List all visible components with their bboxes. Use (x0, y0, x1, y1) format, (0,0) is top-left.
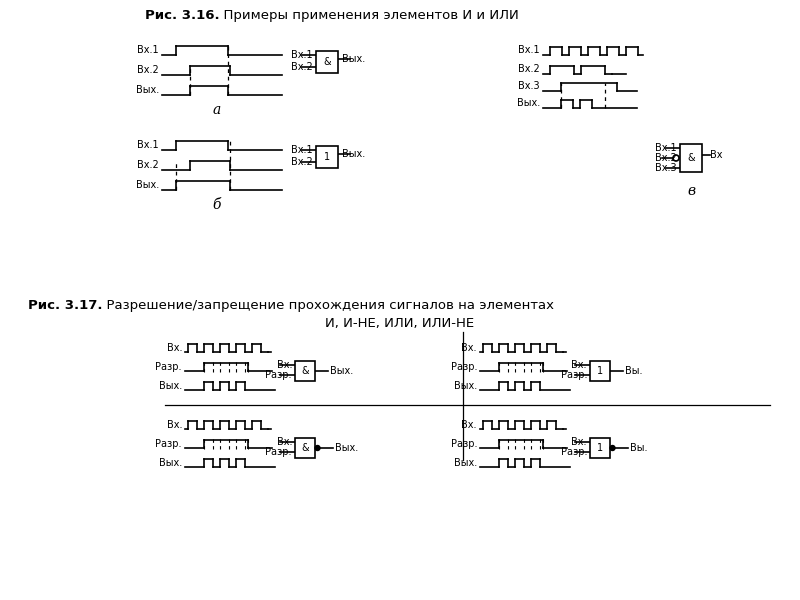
Text: Разр.: Разр. (155, 439, 182, 449)
Circle shape (315, 445, 320, 451)
Bar (590, 438, 610, 458)
Bar (590, 361, 610, 381)
Text: Вх.: Вх. (166, 343, 182, 353)
Text: Вх.1: Вх.1 (291, 145, 313, 155)
Text: Вх.2: Вх.2 (655, 153, 677, 163)
Bar (295, 438, 315, 458)
Text: Вх.: Вх. (571, 360, 587, 370)
Text: Разр.: Разр. (450, 362, 477, 372)
Text: &: & (323, 57, 331, 67)
Text: Вх.2: Вх.2 (518, 64, 540, 74)
Bar (295, 361, 315, 381)
Text: Рис. 3.16.: Рис. 3.16. (145, 9, 220, 22)
Text: Вх.1: Вх.1 (138, 140, 159, 150)
Text: Вых.: Вых. (517, 98, 540, 108)
Text: Разр.: Разр. (266, 447, 292, 457)
Text: Вых.: Вых. (136, 180, 159, 190)
Text: Вх.2: Вх.2 (291, 62, 313, 72)
Text: Вх.1: Вх.1 (138, 45, 159, 55)
Text: Вх.1: Вх.1 (291, 50, 313, 60)
Bar (680, 144, 702, 172)
Text: Вых.: Вых. (158, 381, 182, 391)
Text: Вых.: Вых. (330, 366, 354, 376)
Text: Вых.: Вых. (136, 85, 159, 95)
Text: 1: 1 (597, 366, 603, 376)
Text: 1: 1 (324, 152, 330, 162)
Text: а: а (213, 103, 221, 117)
Text: Вх.: Вх. (166, 420, 182, 430)
Text: Вх.3: Вх.3 (518, 81, 540, 91)
Text: Вх.1: Вх.1 (655, 143, 677, 153)
Text: Вх.: Вх. (571, 437, 587, 447)
Text: Вх.: Вх. (277, 360, 292, 370)
Text: Вых.: Вых. (342, 54, 366, 64)
Bar (316, 51, 338, 73)
Text: Разр.: Разр. (155, 362, 182, 372)
Text: Рис. 3.17.: Рис. 3.17. (28, 299, 102, 312)
Text: Разр.: Разр. (266, 370, 292, 380)
Text: Вых.: Вых. (454, 381, 477, 391)
Text: б: б (213, 198, 222, 212)
Text: 1: 1 (597, 443, 603, 453)
Text: Вх.: Вх. (462, 420, 477, 430)
Bar (316, 146, 338, 168)
Text: Вых.: Вых. (454, 458, 477, 468)
Text: &: & (687, 153, 695, 163)
Text: Вых.: Вых. (158, 458, 182, 468)
Text: Разр.: Разр. (450, 439, 477, 449)
Text: И, И-НЕ, ИЛИ, ИЛИ-НЕ: И, И-НЕ, ИЛИ, ИЛИ-НЕ (326, 317, 474, 330)
Text: &: & (301, 443, 309, 453)
Text: в: в (687, 184, 695, 198)
Text: Разрешение/запрещение прохождения сигналов на элементах: Разрешение/запрещение прохождения сигнал… (98, 299, 554, 312)
Text: Вх.2: Вх.2 (138, 160, 159, 170)
Text: Вых.: Вых. (335, 443, 358, 453)
Text: Вх.: Вх. (462, 343, 477, 353)
Text: Вх: Вх (710, 150, 722, 160)
Text: Вх.2: Вх.2 (138, 65, 159, 75)
Text: Разр.: Разр. (561, 447, 587, 457)
Text: &: & (301, 366, 309, 376)
Text: Вы.: Вы. (630, 443, 647, 453)
Circle shape (610, 445, 615, 451)
Text: Разр.: Разр. (561, 370, 587, 380)
Text: Вх.1: Вх.1 (518, 45, 540, 55)
Text: Вх.: Вх. (277, 437, 292, 447)
Text: Примеры применения элементов И и ИЛИ: Примеры применения элементов И и ИЛИ (215, 9, 518, 22)
Text: Вх.3: Вх.3 (655, 163, 677, 173)
Text: Вых.: Вых. (342, 149, 366, 159)
Text: Вх.2: Вх.2 (291, 157, 313, 167)
Text: Вы.: Вы. (625, 366, 642, 376)
